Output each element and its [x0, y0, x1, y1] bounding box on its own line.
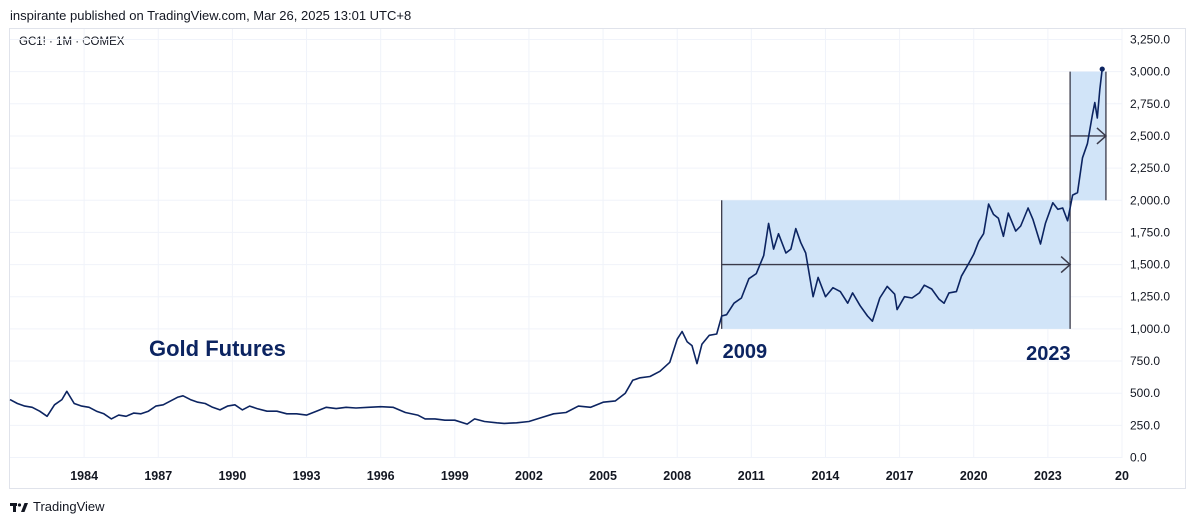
y-tick-label: 1,250.0	[1130, 290, 1170, 304]
price-series	[9, 66, 1105, 425]
y-tick-label: 3,000.0	[1130, 65, 1170, 79]
y-tick-label: 1,000.0	[1130, 322, 1170, 336]
x-tick-label: 1999	[441, 469, 469, 483]
y-axis: 0.0 250.0 500.0 750.0 1,000.0 1,250.0 1,500.0 1…	[1130, 33, 1170, 465]
last-price-dot	[1099, 66, 1105, 72]
x-tick-label: 20	[1115, 469, 1129, 483]
x-tick-label: 2005	[589, 469, 617, 483]
chart-frame	[9, 28, 1186, 489]
x-tick-label: 1987	[144, 469, 172, 483]
y-tick-label: 3,250.0	[1130, 33, 1170, 47]
brand-label: TradingView	[33, 499, 105, 514]
chart-title: Gold Futures	[149, 336, 286, 361]
y-tick-label: 0.0	[1130, 451, 1147, 465]
x-tick-label: 1990	[218, 469, 246, 483]
y-tick-label: 2,500.0	[1130, 129, 1170, 143]
publisher-header: inspirante published on TradingView.com,…	[10, 8, 412, 23]
x-tick-label: 2014	[812, 469, 840, 483]
price-line	[9, 69, 1103, 425]
y-tick-label: 2,750.0	[1130, 97, 1170, 111]
x-axis: 1984 1987 1990 1993 1996 1999 2002 2005 2008 2011…	[70, 469, 1129, 483]
x-tick-label: 1984	[70, 469, 98, 483]
y-tick-label: 250.0	[1130, 418, 1160, 432]
y-tick-label: 500.0	[1130, 386, 1160, 400]
y-tick-label: 2,250.0	[1130, 161, 1170, 175]
y-tick-label: 750.0	[1130, 354, 1160, 368]
range-highlights	[721, 71, 1108, 329]
range-arrow-head	[1096, 127, 1108, 145]
range-start-label: 2009	[723, 341, 768, 363]
y-tick-label: 1,500.0	[1130, 258, 1170, 272]
x-tick-label: 2008	[663, 469, 691, 483]
x-tick-label: 2002	[515, 469, 543, 483]
x-tick-label: 2017	[886, 469, 914, 483]
y-tick-label: 2,000.0	[1130, 193, 1170, 207]
x-tick-label: 1993	[293, 469, 321, 483]
x-tick-label: 2011	[738, 469, 765, 483]
y-tick-label: 1,750.0	[1130, 225, 1170, 239]
tradingview-logo-icon	[10, 502, 28, 512]
annotations: Gold Futures 2009 2023	[149, 336, 1071, 365]
range-end-label: 2023	[1026, 343, 1071, 365]
tradingview-brand[interactable]: TradingView	[10, 499, 105, 514]
x-tick-label: 2023	[1034, 469, 1062, 483]
x-tick-label: 2020	[960, 469, 988, 483]
x-tick-label: 1996	[367, 469, 395, 483]
range-arrow-head	[1060, 256, 1072, 274]
